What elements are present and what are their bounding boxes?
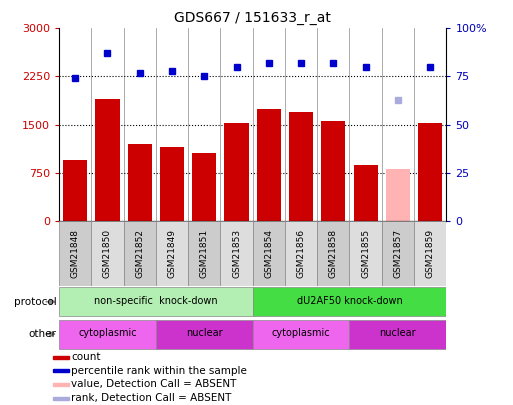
Bar [414, 221, 446, 286]
Bar [256, 109, 281, 221]
Bar [95, 99, 120, 221]
Bar [221, 221, 252, 286]
Bar [349, 221, 382, 286]
Text: GSM21850: GSM21850 [103, 228, 112, 277]
Text: GSM21859: GSM21859 [426, 228, 435, 277]
Bar [353, 165, 378, 221]
Bar [128, 144, 152, 221]
Bar [59, 320, 156, 349]
Text: cytoplasmic: cytoplasmic [272, 328, 330, 339]
Bar [382, 221, 414, 286]
Text: GSM21848: GSM21848 [71, 228, 80, 277]
Bar [349, 320, 446, 349]
Title: GDS667 / 151633_r_at: GDS667 / 151633_r_at [174, 11, 331, 25]
Bar [156, 221, 188, 286]
Bar [188, 221, 221, 286]
Text: GSM21851: GSM21851 [200, 228, 209, 277]
Bar [386, 169, 410, 221]
Text: percentile rank within the sample: percentile rank within the sample [71, 366, 247, 376]
Text: nuclear: nuclear [380, 328, 416, 339]
Bar [224, 123, 249, 221]
Text: count: count [71, 352, 101, 362]
Text: non-specific  knock-down: non-specific knock-down [94, 296, 218, 306]
Text: GSM21854: GSM21854 [264, 228, 273, 277]
Bar [63, 160, 87, 221]
Text: protocol: protocol [14, 297, 56, 307]
Text: GSM21849: GSM21849 [167, 228, 176, 277]
Bar [252, 221, 285, 286]
Bar [160, 147, 184, 221]
Bar [124, 221, 156, 286]
Text: GSM21855: GSM21855 [361, 228, 370, 277]
Bar [53, 396, 69, 400]
Text: value, Detection Call = ABSENT: value, Detection Call = ABSENT [71, 379, 236, 390]
Text: rank, Detection Call = ABSENT: rank, Detection Call = ABSENT [71, 393, 231, 403]
Bar [53, 356, 69, 359]
Bar [321, 121, 345, 221]
Bar [418, 123, 442, 221]
Text: GSM21852: GSM21852 [135, 228, 144, 277]
Bar [53, 383, 69, 386]
Bar [252, 320, 349, 349]
Text: dU2AF50 knock-down: dU2AF50 knock-down [297, 296, 402, 306]
Bar [156, 320, 252, 349]
Text: cytoplasmic: cytoplasmic [78, 328, 137, 339]
Bar [289, 112, 313, 221]
Text: other: other [29, 329, 56, 339]
Bar [252, 287, 446, 316]
Bar [59, 221, 91, 286]
Text: GSM21853: GSM21853 [232, 228, 241, 277]
Bar [59, 287, 252, 316]
Bar [192, 153, 216, 221]
Bar [91, 221, 124, 286]
Bar [285, 221, 317, 286]
Text: GSM21858: GSM21858 [329, 228, 338, 277]
Text: GSM21856: GSM21856 [297, 228, 306, 277]
Bar [53, 369, 69, 372]
Text: nuclear: nuclear [186, 328, 223, 339]
Text: GSM21857: GSM21857 [393, 228, 402, 277]
Bar [317, 221, 349, 286]
